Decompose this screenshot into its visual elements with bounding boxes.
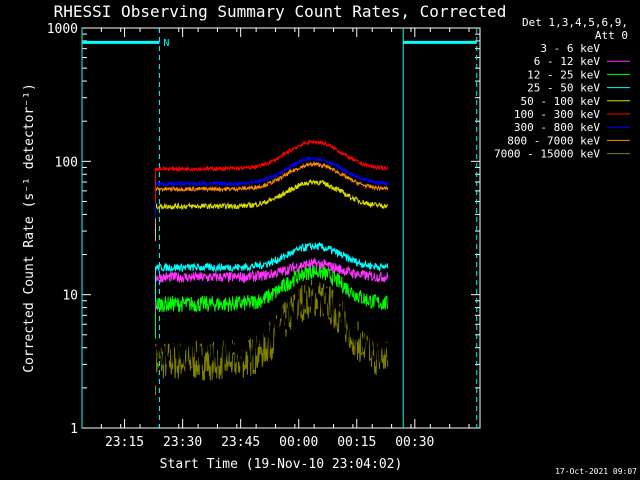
y-tick-label: 1000 bbox=[47, 22, 78, 37]
x-tick-label: 23:15 bbox=[105, 435, 144, 450]
legend-entry-label: 50 - 100 keV bbox=[521, 95, 601, 108]
legend-entry-label: 7000 - 15000 keV bbox=[494, 148, 600, 161]
series-line-8 bbox=[155, 279, 389, 396]
legend-entry-label: 6 - 12 keV bbox=[534, 55, 601, 68]
legend-entry-label: 800 - 7000 keV bbox=[507, 134, 600, 147]
legend-title-line2: Att 0 bbox=[595, 29, 628, 42]
x-tick-label: 23:30 bbox=[163, 435, 202, 450]
y-axis-label: Corrected Count Rate (s⁻¹ detector⁻¹) bbox=[22, 83, 37, 373]
chart-title: RHESSI Observing Summary Count Rates, Co… bbox=[54, 2, 507, 21]
legend-entry-label: 100 - 300 keV bbox=[514, 108, 600, 121]
series-line-6 bbox=[155, 155, 389, 219]
series-line-0 bbox=[155, 279, 389, 386]
x-axis-label: Start Time (19-Nov-10 23:04:02) bbox=[160, 457, 403, 472]
series-line-2 bbox=[155, 263, 389, 339]
series-line-4 bbox=[155, 179, 389, 241]
legend-entry-label: 25 - 50 keV bbox=[527, 82, 600, 95]
y-tick-label: 100 bbox=[55, 155, 78, 170]
plot-frame bbox=[81, 27, 481, 429]
y-tick-label: 1 bbox=[70, 422, 78, 437]
flag-label: N bbox=[163, 38, 169, 49]
y-tick-label: 10 bbox=[62, 289, 78, 304]
x-tick-label: 00:00 bbox=[279, 435, 318, 450]
generation-timestamp: 17-Oct-2021 09:07 bbox=[555, 467, 637, 476]
legend-entry-label: 300 - 800 keV bbox=[514, 121, 600, 134]
legend-entry-label: 12 - 25 keV bbox=[527, 68, 600, 81]
legend-entry-label: 3 - 6 keV bbox=[540, 42, 600, 55]
x-tick-label: 23:45 bbox=[221, 435, 260, 450]
series-line-5 bbox=[155, 139, 389, 204]
x-tick-label: 00:30 bbox=[395, 435, 434, 450]
series-line-3 bbox=[155, 241, 389, 303]
series-line-1 bbox=[155, 257, 389, 312]
legend-title-line1: Det 1,3,4,5,6,9, bbox=[522, 16, 628, 29]
x-tick-label: 00:15 bbox=[337, 435, 376, 450]
series-line-7 bbox=[155, 161, 389, 224]
